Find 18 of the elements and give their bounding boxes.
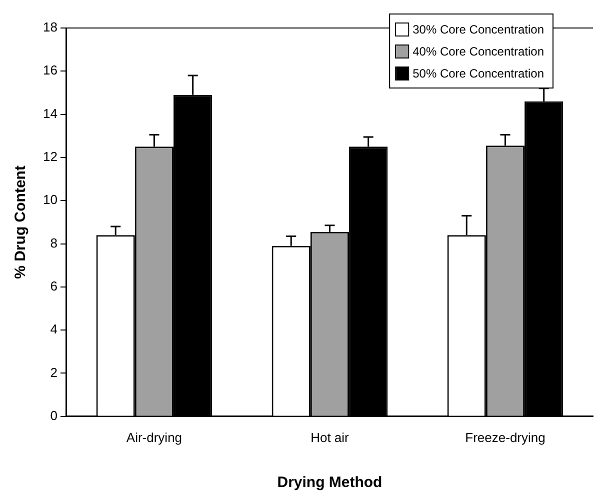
x-tick-label: Freeze-drying	[465, 430, 546, 445]
y-tick-label: 8	[50, 235, 58, 250]
y-tick-label: 4	[50, 322, 58, 337]
legend-label: 40% Core Concentration	[412, 44, 544, 58]
x-tick-label: Hot air	[310, 430, 350, 445]
y-tick-label: 12	[42, 149, 58, 164]
x-tick-label: Air-drying	[126, 430, 182, 445]
y-tick-label: 10	[42, 192, 58, 208]
y-tick-label: 14	[42, 106, 58, 121]
legend-label: 30% Core Concentration	[412, 22, 544, 36]
y-tick-label: 0	[50, 408, 58, 423]
legend-label: 50% Core Concentration	[412, 66, 544, 80]
y-tick-label: 6	[50, 278, 58, 294]
y-tick-label: 16	[42, 62, 58, 78]
y-axis-title: % Drug Content	[12, 166, 30, 279]
y-tick-label: 18	[42, 20, 58, 35]
x-axis-title: Drying Method	[277, 474, 382, 492]
y-tick-label: 2	[50, 364, 58, 380]
